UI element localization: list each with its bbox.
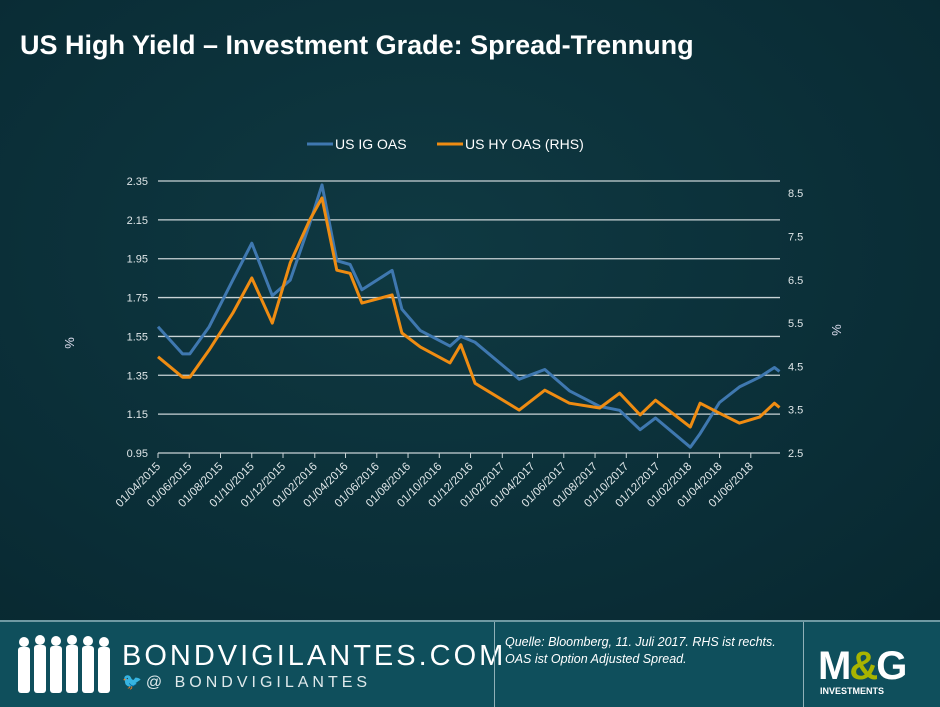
legend-label: US HY OAS (RHS) [465, 136, 584, 152]
left-tick-label: 2.15 [127, 215, 148, 227]
background [0, 0, 940, 620]
line-chart: 0.95 1.15 1.35 1.55 1.75 1.95 2.15 2.35 2.5 3.5 4… [62, 136, 844, 510]
series-line-ig [156, 183, 781, 449]
right-tick-label: 5.5 [788, 318, 803, 330]
twitter-handle[interactable]: 🐦@ BONDVIGILANTES [122, 674, 372, 691]
series-line-hy [157, 196, 781, 429]
right-axis-label: % [829, 324, 844, 336]
people-silhouette-icon [18, 635, 110, 693]
left-tick-label: 1.75 [127, 293, 148, 305]
right-tick-label: 8.5 [788, 188, 803, 200]
left-axis-label: % [62, 337, 77, 349]
right-tick-label: 3.5 [788, 405, 803, 417]
left-tick-label: 1.95 [127, 254, 148, 266]
right-tick-label: 2.5 [788, 448, 803, 460]
left-tick-label: 1.55 [127, 331, 148, 343]
left-tick-label: 2.35 [127, 176, 148, 188]
divider [494, 622, 495, 707]
left-tick-label: 1.15 [127, 409, 148, 421]
mg-logo: M&G [818, 644, 907, 688]
right-tick-label: 6.5 [788, 275, 803, 287]
divider [803, 622, 804, 707]
footer: BONDVIGILANTES.COM 🐦@ BONDVIGILANTES Que… [0, 620, 940, 707]
twitter-icon: 🐦 [122, 674, 146, 691]
right-tick-label: 7.5 [788, 231, 803, 243]
left-tick-label: 0.95 [127, 448, 148, 460]
left-tick-label: 1.35 [127, 370, 148, 382]
legend-label: US IG OAS [335, 136, 407, 152]
brand-link[interactable]: BONDVIGILANTES.COM [122, 640, 507, 672]
source-note: Quelle: Bloomberg, 11. Juli 2017. RHS is… [505, 635, 776, 666]
page-title: US High Yield – Investment Grade: Spread… [20, 30, 694, 60]
right-tick-label: 4.5 [788, 361, 803, 373]
logo-subtitle: INVESTMENTS [820, 686, 885, 696]
